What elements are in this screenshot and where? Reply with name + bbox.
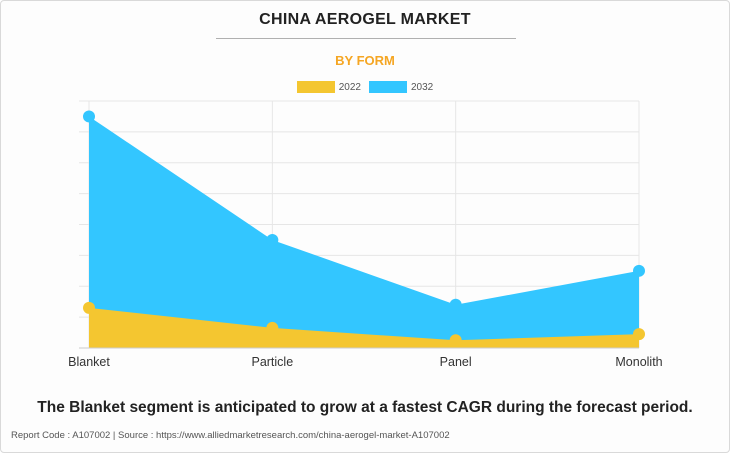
data-point-2022-panel: [449, 334, 462, 347]
legend-item-2022[interactable]: 2022: [296, 81, 361, 93]
data-point-2032-monolith: [633, 264, 645, 277]
data-point-2022-blanket: [83, 301, 95, 314]
data-point-2032-particle: [266, 233, 279, 246]
area-series-2032: [89, 116, 639, 348]
legend: 2022 2032: [1, 81, 729, 93]
legend-item-2032[interactable]: 2032: [369, 81, 433, 93]
data-point-2022-monolith: [633, 328, 645, 341]
x-tick-label-panel: Panel: [440, 355, 472, 369]
title-divider: [216, 38, 516, 39]
area-series-2022: [89, 307, 639, 348]
area-chart: Blanket Particle Panel Monolith: [68, 100, 663, 369]
chart-subtitle: BY FORM: [335, 53, 395, 68]
chart-title: CHINA AEROGEL MARKET: [259, 11, 471, 28]
x-tick-label-monolith: Monolith: [615, 355, 662, 369]
legend-swatch-2022: [296, 81, 335, 93]
x-tick-label-particle: Particle: [251, 355, 293, 369]
data-point-2022-particle: [266, 321, 279, 334]
data-point-2032-blanket: [83, 110, 95, 123]
data-point-2032-panel: [449, 298, 462, 311]
legend-label-2022: 2022: [338, 81, 361, 93]
legend-label-2032: 2032: [411, 81, 434, 93]
chart-caption: The Blanket segment is anticipated to gr…: [37, 399, 693, 416]
legend-swatch-2032: [369, 81, 407, 93]
footer-source: Report Code : A107002 | Source : https:/…: [11, 430, 450, 441]
x-tick-label-blanket: Blanket: [68, 355, 110, 369]
